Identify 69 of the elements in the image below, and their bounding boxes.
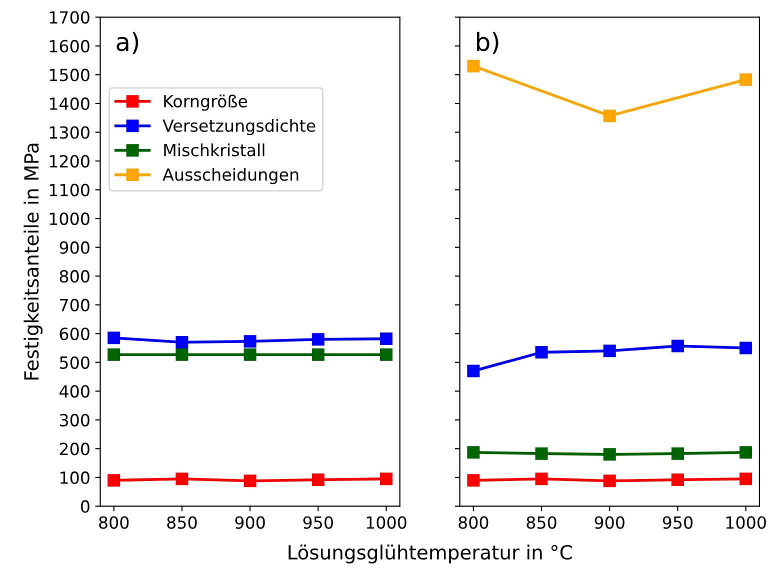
x-tick-label: 950 [662, 516, 693, 529]
x-axis-title: Lösungsglühtemperatur in °C [288, 544, 572, 564]
point [380, 348, 392, 361]
y-tick-label: 500 [60, 356, 90, 369]
point [740, 472, 752, 486]
y-axis-title: Festigkeitsanteile in MPa [24, 144, 43, 380]
point [603, 474, 616, 488]
point [740, 446, 752, 459]
x-tick-label: 850 [167, 516, 197, 529]
point [603, 344, 616, 358]
point [380, 472, 392, 486]
y-tick-label: 1500 [50, 68, 90, 82]
y-tick-label: 1400 [50, 97, 90, 110]
y-tick-label: 1700 [50, 11, 90, 24]
annotation: b) [477, 32, 498, 54]
point [380, 332, 392, 346]
x-tick-label: 800 [99, 516, 129, 529]
point [108, 348, 120, 361]
legend-label: Ausscheidungen [162, 168, 298, 184]
y-tick-label: 800 [60, 270, 90, 283]
y-tick-label: 1000 [50, 212, 90, 226]
x-tick-label: 900 [594, 516, 624, 529]
point [244, 474, 256, 488]
y-tick-label: 600 [60, 328, 90, 340]
point [467, 474, 480, 487]
y-tick-label: 400 [60, 385, 90, 398]
point [176, 348, 188, 361]
point [467, 364, 480, 378]
y-tick-label: 0 [81, 500, 90, 513]
point [312, 333, 324, 346]
point [603, 448, 616, 461]
x-tick-label: 950 [303, 516, 333, 529]
point [535, 472, 548, 486]
y-tick-label: 1100 [50, 184, 90, 196]
y-tick-label: 700 [60, 298, 90, 312]
y-tick-label: 1600 [50, 40, 90, 52]
point [603, 110, 616, 122]
y-tick-label: 200 [60, 442, 90, 456]
point [671, 447, 684, 460]
point [467, 60, 480, 72]
y-tick-label: 100 [60, 471, 90, 484]
y-tick-label: 300 [60, 414, 90, 426]
point [535, 346, 548, 359]
x-tick-label: 1000 [726, 516, 766, 529]
point [671, 340, 684, 352]
y-tick-label: 1200 [50, 154, 90, 168]
point [671, 474, 684, 486]
point [176, 336, 188, 348]
y-tick-label: 1300 [50, 126, 90, 139]
point [108, 332, 120, 344]
point [108, 474, 120, 487]
point [740, 342, 752, 354]
point [176, 472, 188, 486]
legend-label: Versetzungsdichte [162, 119, 316, 136]
x-tick-label: 850 [526, 516, 556, 529]
point [244, 348, 256, 361]
annotation: a) [116, 32, 138, 54]
legend-label: Korngröße [164, 94, 248, 111]
point [740, 73, 752, 86]
y-tick-label: 900 [60, 241, 90, 254]
point [312, 474, 324, 486]
point [467, 446, 480, 459]
point [312, 348, 324, 361]
x-tick-label: 900 [235, 516, 265, 529]
x-tick-label: 800 [458, 516, 488, 529]
legend-label: Mischkristall [164, 144, 264, 156]
point [244, 335, 256, 348]
x-tick-label: 1000 [366, 516, 406, 529]
point [535, 447, 548, 460]
